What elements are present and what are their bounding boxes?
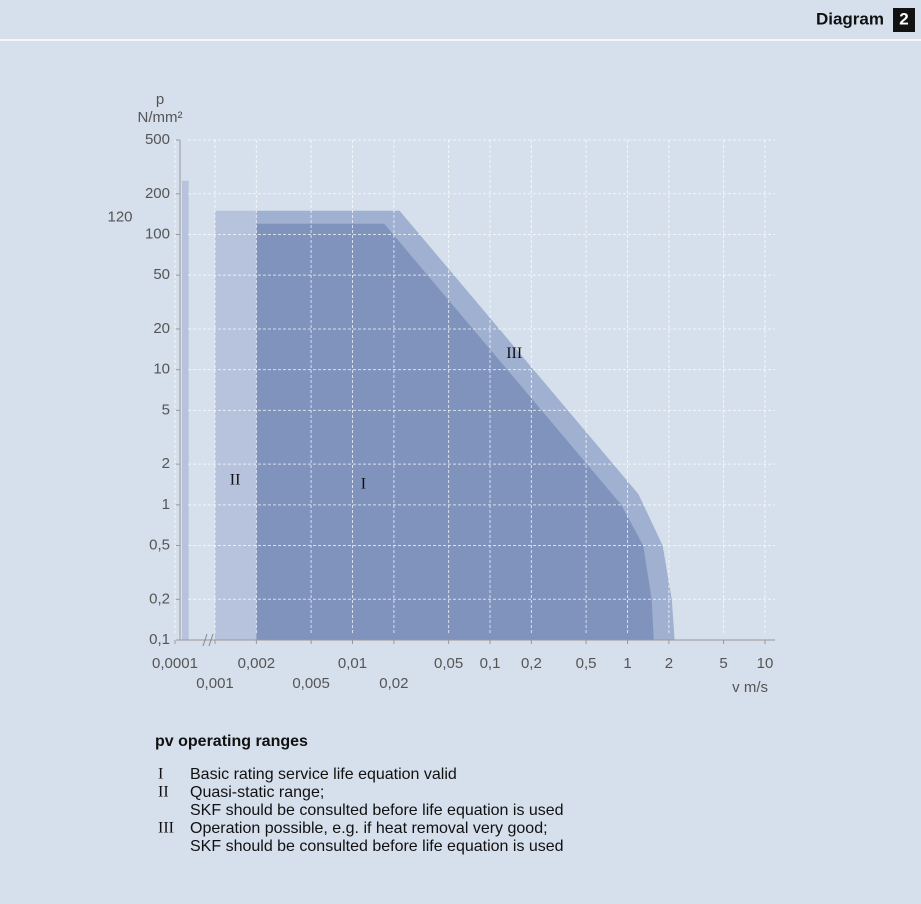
- y-axis-symbol: p: [156, 91, 164, 108]
- x-tick-label: 0,1: [480, 655, 501, 672]
- legend-title: pv operating ranges: [155, 733, 308, 750]
- y-tick-label: 200: [145, 185, 170, 202]
- header-badge: [893, 8, 915, 32]
- region: [256, 223, 654, 641]
- y-tick-label: 1: [162, 496, 170, 513]
- x-tick-label: 0,05: [434, 655, 463, 672]
- region-label: II: [230, 472, 241, 489]
- x-tick-label: 5: [719, 655, 727, 672]
- x-axis-label: v m/s: [732, 679, 768, 696]
- legend-text: Basic rating service life equation valid: [190, 766, 457, 783]
- y-tick-label: 20: [153, 320, 170, 337]
- region-label: I: [361, 476, 366, 493]
- x-tick-label: 0,2: [521, 655, 542, 672]
- y-tick-label: 50: [153, 266, 170, 283]
- y-tick-label: 2: [162, 455, 170, 472]
- legend-text: Operation possible, e.g. if heat removal…: [190, 820, 548, 837]
- y-tick-label: 10: [153, 361, 170, 378]
- y-tick-label: 5: [162, 401, 170, 418]
- x-tick-label: 10: [757, 655, 774, 672]
- y-tick-label: 0,1: [149, 631, 170, 648]
- legend-key: II: [158, 784, 169, 801]
- x-tick-label: 0,001: [196, 675, 234, 692]
- header-number: 2: [899, 9, 908, 28]
- region-label: III: [506, 345, 522, 362]
- y-axis-unit: N/mm²: [138, 109, 183, 126]
- legend-text: Quasi-static range;: [190, 784, 324, 801]
- y-tick-label: 0,2: [149, 590, 170, 607]
- y-annotation: 120: [107, 209, 132, 226]
- y-tick-label: 500: [145, 131, 170, 148]
- x-tick-label: 2: [665, 655, 673, 672]
- legend-text: SKF should be consulted before life equa…: [190, 802, 564, 819]
- x-tick-label: 0,01: [338, 655, 367, 672]
- y-tick-label: 0,5: [149, 536, 170, 553]
- x-tick-label: 0,5: [576, 655, 597, 672]
- region: [182, 180, 189, 640]
- axis-break: [202, 633, 214, 647]
- x-tick-label: 0,0001: [152, 655, 198, 672]
- x-tick-label: 0,02: [379, 675, 408, 692]
- x-tick-label: 0,002: [238, 655, 276, 672]
- legend-key: I: [158, 766, 163, 783]
- x-tick-label: 1: [623, 655, 631, 672]
- region: [215, 210, 257, 640]
- x-tick-label: 0,005: [292, 675, 330, 692]
- y-tick-label: 100: [145, 225, 170, 242]
- header-title: Diagram: [816, 9, 884, 28]
- legend-text: SKF should be consulted before life equa…: [190, 838, 564, 855]
- legend-key: III: [158, 820, 174, 837]
